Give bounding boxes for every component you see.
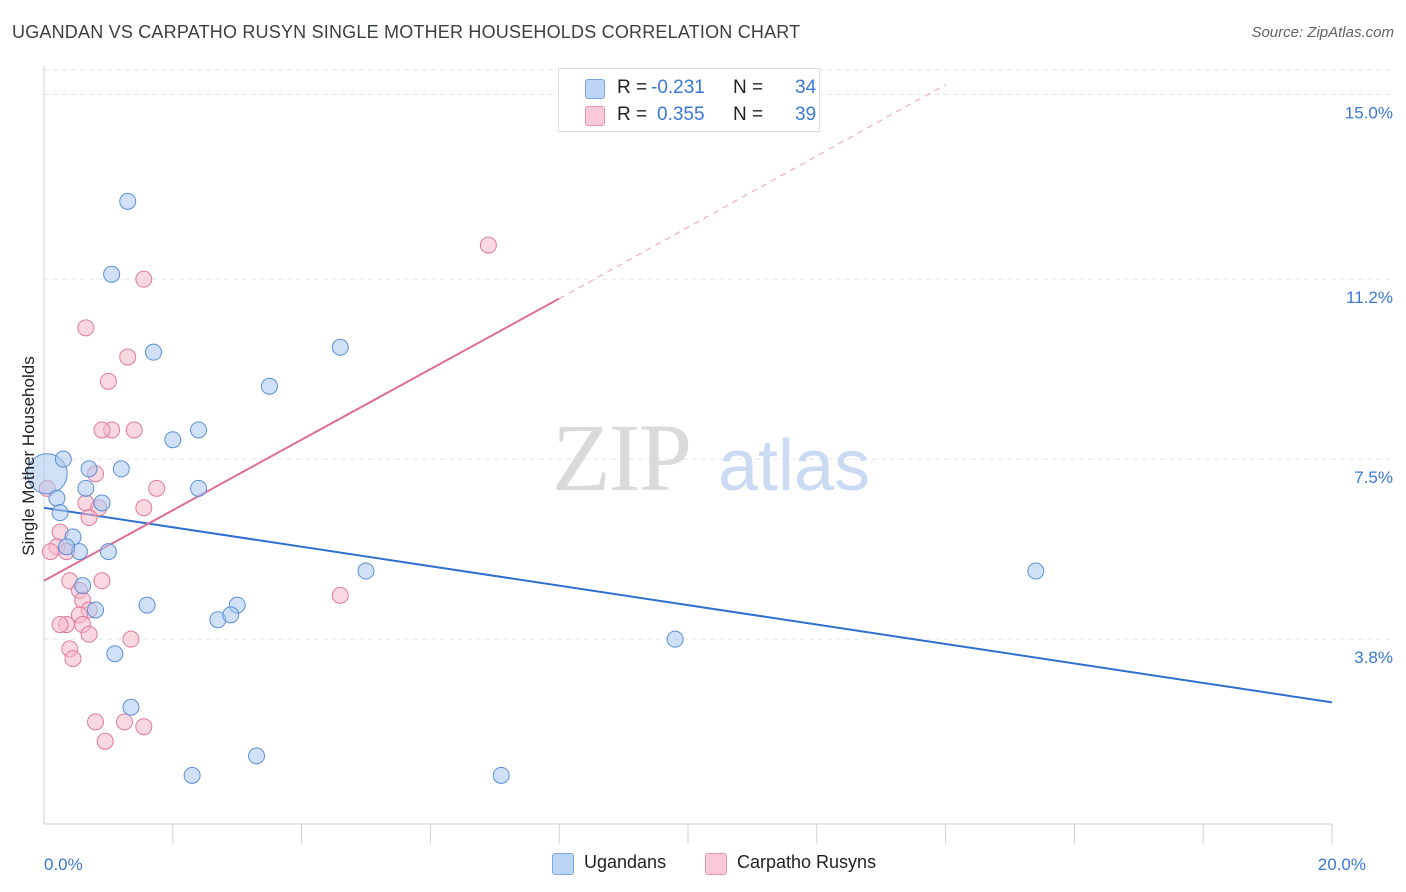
- data-point-ugandans: [58, 538, 76, 556]
- legend-r-label: R =: [617, 77, 648, 98]
- tick-label-layer: 3.8% 7.5% 11.2% 15.0% 0.0% 20.0%: [44, 103, 1393, 874]
- data-point-ugandans: [51, 504, 69, 522]
- data-point-carpatho-rusyns: [93, 572, 111, 590]
- legend-n-label: N =: [733, 104, 764, 125]
- data-point-carpatho-rusyns: [122, 630, 140, 648]
- y-tick-label: 11.2%: [1346, 288, 1393, 307]
- data-point-ugandans: [492, 766, 510, 784]
- axis-layer: [43, 66, 1333, 844]
- data-point-carpatho-rusyns: [116, 713, 133, 731]
- trend-line-carpatho-rusyns-extension: [558, 84, 946, 300]
- grid-layer: [44, 69, 1392, 640]
- data-point-carpatho-rusyns: [479, 236, 497, 254]
- data-point-ugandans: [331, 338, 349, 356]
- data-point-carpatho-rusyns: [77, 319, 95, 337]
- data-point-carpatho-rusyns: [125, 421, 143, 439]
- data-point-carpatho-rusyns: [135, 270, 153, 288]
- trend-layer: [43, 84, 1333, 704]
- data-point-ugandans: [48, 489, 66, 507]
- trend-line-carpatho-rusyns: [43, 297, 560, 582]
- y-axis-label: Single Mother Households: [19, 356, 38, 555]
- data-point-ugandans: [666, 630, 684, 648]
- data-point-carpatho-rusyns: [135, 718, 153, 736]
- data-point-ugandans: [248, 747, 266, 765]
- data-point-ugandans: [74, 577, 92, 595]
- data-point-ugandans: [222, 606, 240, 624]
- bottom-legend-swatch-blue: [552, 853, 574, 875]
- data-point-ugandans: [138, 596, 156, 614]
- data-point-ugandans: [106, 645, 124, 663]
- data-point-ugandans: [87, 601, 105, 619]
- data-point-carpatho-rusyns: [93, 421, 111, 439]
- bottom-legend-label: Carpatho Rusyns: [737, 852, 877, 872]
- data-point-ugandans: [112, 460, 130, 478]
- data-point-ugandans: [77, 479, 95, 497]
- legend-swatch-pink: [585, 106, 605, 126]
- data-point-carpatho-rusyns: [148, 479, 166, 497]
- y-tick-label: 15.0%: [1345, 103, 1393, 122]
- bottom-legend-swatch-pink: [705, 853, 727, 875]
- data-point-ugandans: [54, 450, 72, 468]
- data-point-ugandans: [357, 562, 375, 580]
- data-point-ugandans: [99, 543, 117, 561]
- data-point-ugandans: [164, 431, 182, 449]
- data-point-carpatho-rusyns: [96, 732, 114, 750]
- data-point-ugandans: [80, 460, 98, 478]
- data-point-ugandans: [260, 377, 278, 395]
- source-label: Source: ZipAtlas.com: [1251, 24, 1394, 41]
- data-point-ugandans: [122, 698, 140, 716]
- legend-n-value: 34: [795, 77, 817, 98]
- trend-line-ugandans: [43, 506, 1333, 704]
- watermark: ZIP atlas: [552, 404, 870, 511]
- x-tick-label: 20.0%: [1318, 855, 1366, 874]
- data-point-carpatho-rusyns: [80, 509, 98, 527]
- data-point-ugandans: [190, 421, 208, 439]
- data-point-ugandans: [93, 494, 111, 512]
- data-point-carpatho-rusyns: [87, 713, 105, 731]
- data-point-ugandans: [190, 479, 208, 497]
- data-point-carpatho-rusyns: [135, 499, 153, 517]
- y-tick-label: 7.5%: [1354, 468, 1393, 487]
- data-point-carpatho-rusyns: [51, 616, 69, 634]
- legend-r-value: 0.355: [657, 104, 705, 125]
- legend-swatch-blue: [585, 79, 605, 99]
- data-point-ugandans: [144, 343, 162, 361]
- data-point-ugandans: [1027, 562, 1045, 580]
- bottom-legend-label: Ugandans: [584, 852, 667, 872]
- data-point-carpatho-rusyns: [119, 348, 137, 366]
- data-point-carpatho-rusyns: [80, 625, 98, 643]
- stats-legend: R = -0.231 N = 34 R = 0.355 N = 39: [558, 68, 820, 132]
- watermark-zip: ZIP: [552, 404, 690, 511]
- chart-title: UGANDAN VS CARPATHO RUSYN SINGLE MOTHER …: [12, 22, 801, 42]
- data-point-ugandans: [103, 265, 121, 283]
- legend-n-value: 39: [795, 104, 817, 125]
- watermark-atlas: atlas: [718, 426, 870, 506]
- data-point-carpatho-rusyns: [64, 650, 82, 668]
- legend-r-value: -0.231: [651, 77, 705, 98]
- data-point-carpatho-rusyns: [331, 586, 349, 604]
- y-tick-label: 3.8%: [1354, 648, 1393, 667]
- points-layer: [26, 192, 1045, 784]
- legend-n-label: N =: [733, 77, 764, 98]
- legend-r-label: R =: [617, 104, 648, 125]
- data-point-ugandans: [183, 766, 201, 784]
- data-point-carpatho-rusyns: [41, 543, 59, 561]
- data-point-ugandans: [119, 192, 137, 210]
- x-tick-label: 0.0%: [44, 855, 83, 874]
- data-point-carpatho-rusyns: [99, 372, 117, 390]
